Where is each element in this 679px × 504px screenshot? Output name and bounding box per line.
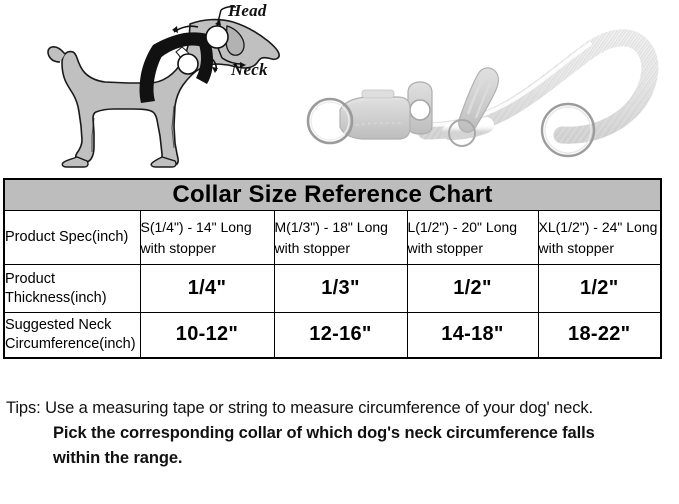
dog-with-collar-diagram — [47, 5, 280, 168]
cell-spec-medium: M(1/3") - 18" Long with stopper — [273, 210, 408, 265]
dog-head-label: Head — [228, 1, 267, 20]
tips-line-3: within the range. — [53, 449, 183, 467]
dog-neck-label: Neck — [231, 60, 268, 79]
illustration-area: Head Neck — [0, 0, 679, 172]
collar-size-reference-table: Collar Size Reference Chart Product Spec… — [3, 178, 662, 359]
cell-spec-small: S(1/4") - 14" Long with stopper — [139, 210, 275, 265]
cell-spec-xlarge: XL(1/2") - 24" Long with stopper — [537, 210, 662, 265]
cell-thickness-xlarge: 1/2" — [537, 264, 662, 313]
cell-spec-large: L(1/2") - 20" Long with stopper — [406, 210, 539, 265]
row-label-product-thickness: Product Thickness(inch) — [3, 264, 141, 313]
page-title: Collar Size Reference Chart — [172, 181, 493, 208]
table-row: Product Spec(inch) S(1/4") - 14" Long wi… — [3, 210, 662, 265]
cell-thickness-small: 1/4" — [139, 264, 275, 313]
cell-neck-small: 10-12" — [139, 312, 275, 358]
cell-neck-xlarge: 18-22" — [537, 312, 662, 358]
table-row: Product Thickness(inch) 1/4" 1/3" 1/2" 1… — [3, 264, 662, 313]
tips-line-2: Pick the corresponding collar of which d… — [53, 424, 595, 442]
cell-neck-large: 14-18" — [406, 312, 539, 358]
cell-thickness-medium: 1/3" — [273, 264, 408, 313]
rope-slip-collar-photo — [306, 29, 659, 158]
cell-neck-medium: 12-16" — [273, 312, 408, 358]
cell-thickness-large: 1/2" — [406, 264, 539, 313]
row-label-neck-circumference: Suggested Neck Circumference(inch) — [3, 312, 141, 358]
tips-line-1: Tips: Use a measuring tape or string to … — [6, 399, 593, 417]
table-title-row: Collar Size Reference Chart — [3, 178, 662, 211]
tips-section: Tips: Use a measuring tape or string to … — [6, 396, 674, 471]
row-label-product-spec: Product Spec(inch) — [3, 210, 141, 265]
table-title-cell: Collar Size Reference Chart — [3, 178, 662, 211]
table-row: Suggested Neck Circumference(inch) 10-12… — [3, 312, 662, 358]
